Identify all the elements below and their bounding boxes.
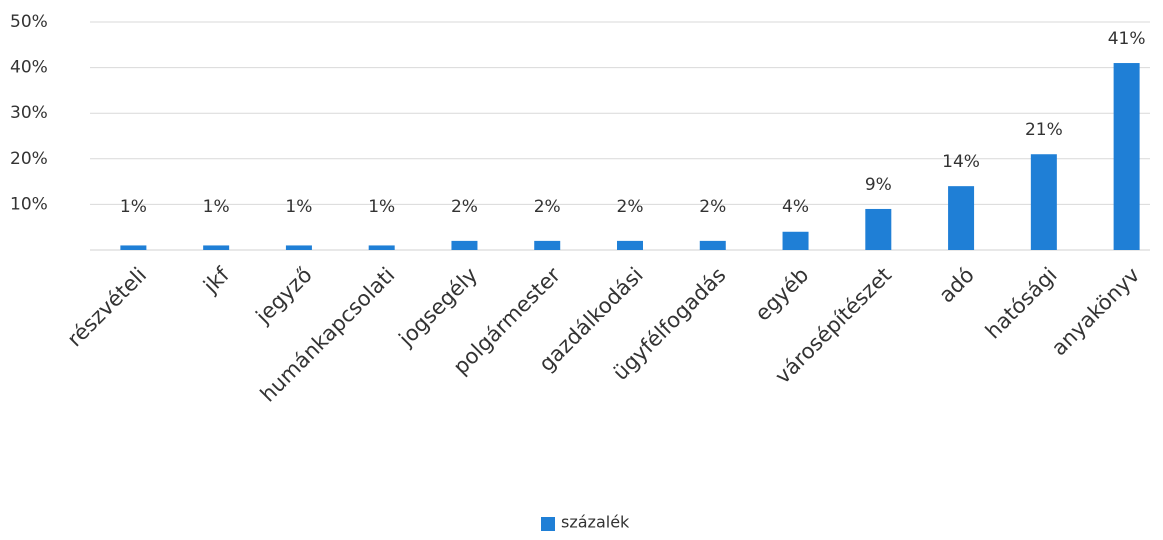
y-tick-label: 50% — [10, 12, 48, 32]
data-label: 4% — [782, 197, 809, 217]
bar — [782, 231, 809, 250]
data-label: 1% — [285, 197, 312, 217]
legend-label: százalék — [561, 513, 630, 532]
y-tick-label: 20% — [10, 149, 48, 169]
bar — [368, 245, 395, 250]
data-label: 1% — [203, 197, 230, 217]
bar — [534, 240, 561, 250]
bar — [451, 240, 478, 250]
x-tick-label: jkf — [198, 262, 234, 298]
data-label: 1% — [368, 197, 395, 217]
data-label: 2% — [451, 197, 478, 217]
x-tick-label: jegyző — [251, 263, 317, 329]
data-label: 9% — [865, 175, 892, 195]
bar — [948, 186, 975, 250]
data-label: 21% — [1025, 120, 1063, 140]
x-tick-label: jogsegély — [394, 263, 483, 352]
bar — [699, 240, 726, 250]
y-tick-label: 30% — [10, 103, 48, 123]
legend-swatch — [541, 517, 555, 531]
bar — [203, 245, 230, 250]
data-label: 2% — [617, 197, 644, 217]
bar — [285, 245, 312, 250]
x-tick-label: anyakönyv — [1047, 263, 1145, 361]
data-label: 2% — [699, 197, 726, 217]
data-label: 2% — [534, 197, 561, 217]
bar — [1113, 63, 1140, 250]
x-tick-label: részvételi — [63, 263, 152, 352]
data-label: 1% — [120, 197, 147, 217]
x-tick-label: hatósági — [981, 263, 1062, 344]
bar — [865, 208, 892, 250]
x-tick-label: egyéb — [750, 263, 813, 326]
y-tick-label: 40% — [10, 58, 48, 78]
data-label: 41% — [1108, 29, 1146, 49]
bar — [120, 245, 147, 250]
bar — [617, 240, 643, 250]
x-tick-label: adó — [934, 263, 979, 308]
bar — [1030, 154, 1057, 250]
y-tick-label: 10% — [10, 194, 48, 214]
data-label: 14% — [942, 152, 980, 172]
